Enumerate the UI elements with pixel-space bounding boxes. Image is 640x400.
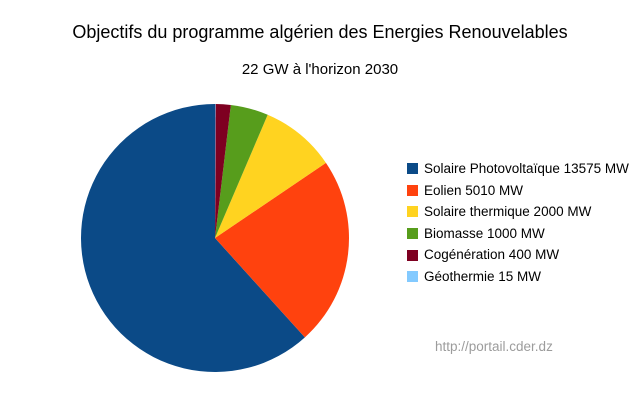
legend-swatch-icon [407, 206, 418, 218]
chart-title: Objectifs du programme algérien des Ener… [72, 22, 568, 42]
pie-slice-1 [215, 162, 349, 338]
legend-label: Solaire thermique 2000 MW [424, 204, 592, 220]
legend-label: Eolien 5010 MW [424, 182, 524, 198]
legend: Solaire Photovoltaïque 13575 MW Eolien 50… [407, 158, 629, 288]
legend-item-0: Solaire Photovoltaïque 13575 MW [407, 158, 629, 180]
legend-swatch-icon [407, 163, 418, 175]
legend-item-1: Eolien 5010 MW [407, 180, 629, 202]
pie-slice-4 [215, 104, 231, 238]
pie-slice-0 [81, 104, 305, 372]
legend-item-3: Biomasse 1000 MW [407, 223, 629, 245]
legend-swatch-icon [407, 249, 418, 261]
legend-swatch-icon [407, 184, 418, 196]
legend-item-5: Géothermie 15 MW [407, 266, 629, 288]
legend-item-2: Solaire thermique 2000 MW [407, 201, 629, 223]
legend-label: Géothermie 15 MW [424, 269, 542, 285]
legend-swatch-icon [407, 228, 418, 240]
legend-label: Solaire Photovoltaïque 13575 MW [424, 161, 629, 177]
legend-label: Cogénération 400 MW [424, 247, 560, 263]
legend-item-4: Cogénération 400 MW [407, 244, 629, 266]
pie-slice-3 [215, 104, 268, 238]
pie-chart [81, 103, 349, 372]
pie-slice-5 [215, 103, 216, 238]
pie-slice-2 [215, 114, 326, 238]
legend-label: Biomasse 1000 MW [424, 225, 545, 241]
legend-swatch-icon [407, 271, 418, 283]
source-url: http://portail.cder.dz [435, 339, 553, 354]
chart-subtitle: 22 GW à l'horizon 2030 [241, 61, 399, 78]
